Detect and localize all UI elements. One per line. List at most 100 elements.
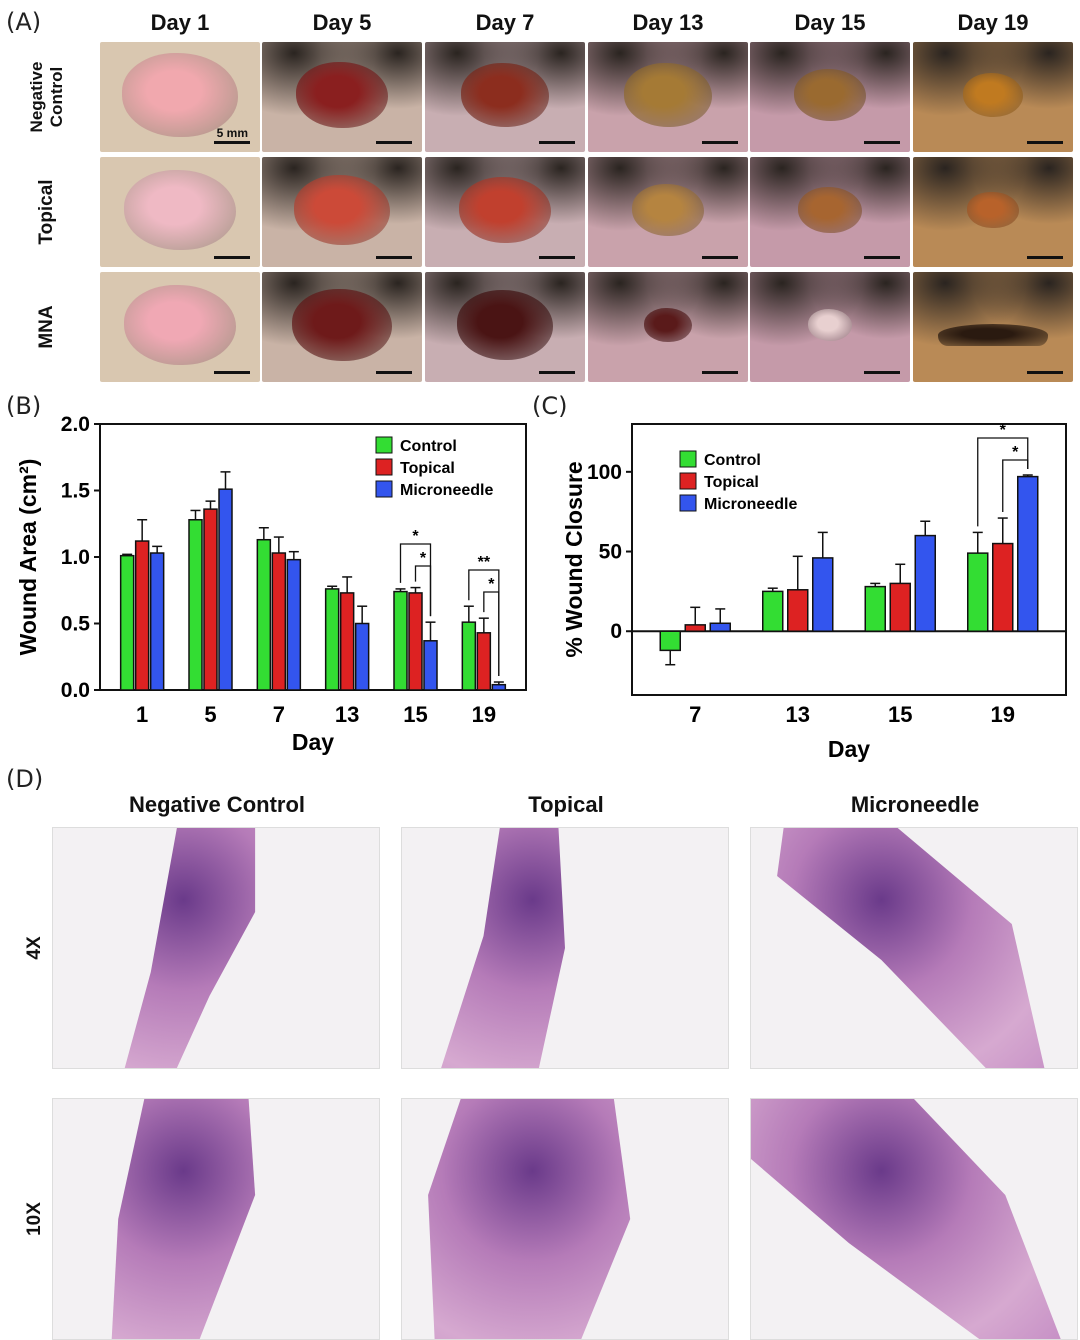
panel-label-d: (D): [6, 765, 44, 793]
x-tick-label: 1: [136, 702, 148, 727]
tissue-section: [124, 828, 256, 1068]
bar: [787, 589, 809, 632]
scale-bar: [702, 371, 738, 374]
day-header: Day 1: [150, 10, 210, 35]
scale-bar: [539, 371, 575, 374]
bar: [256, 538, 272, 691]
bar: [218, 488, 233, 691]
bar: [864, 585, 886, 632]
wound-area: [967, 191, 1019, 229]
histology-column-header: Negative Control: [128, 792, 306, 817]
wound-area: [295, 61, 389, 129]
histology-image: [52, 827, 380, 1069]
y-tick-label: 0: [610, 620, 622, 643]
bar: [339, 592, 355, 691]
day-header: Day 7: [475, 10, 535, 35]
wound-area: [458, 176, 552, 244]
bar: [812, 557, 834, 632]
wound-area: [794, 69, 866, 121]
scale-bar: [702, 256, 738, 259]
y-tick-label: 1.0: [61, 546, 90, 569]
legend-label: Microneedle: [704, 496, 797, 513]
y-tick-label: 50: [599, 541, 622, 564]
bar: [119, 554, 135, 691]
wound-photo: [913, 157, 1073, 267]
row-header: MNA: [36, 305, 57, 349]
wound-area: [807, 308, 853, 342]
tissue-section: [751, 1099, 1061, 1339]
wound-photo: [913, 272, 1073, 382]
significance-label: *: [1000, 422, 1007, 439]
plot-frame: [631, 423, 1067, 696]
day-header: Day 5: [312, 10, 372, 35]
significance-label: *: [1012, 444, 1019, 461]
wound-photo: 5 mm: [100, 42, 260, 152]
wound-area: [122, 53, 238, 137]
wound-photo: [100, 272, 260, 382]
legend-label: Topical: [704, 474, 759, 491]
wound-area: [461, 63, 549, 127]
legend-swatch: [375, 436, 393, 454]
tissue-section: [441, 828, 565, 1068]
legend-swatch: [679, 494, 697, 512]
scale-bar: [864, 256, 900, 259]
legend-label: Control: [400, 438, 457, 455]
bar: [393, 590, 408, 691]
x-axis-label: Day: [292, 729, 334, 755]
legend-label: Control: [704, 452, 761, 469]
day-header: Day 19: [957, 10, 1029, 35]
y-axis-label: % Wound Closure: [561, 461, 587, 657]
panel-label-b: (B): [6, 392, 42, 420]
wound-photo: [913, 42, 1073, 152]
wound-photo: [750, 272, 910, 382]
bar: [709, 622, 731, 632]
x-tick-label: 7: [689, 702, 701, 727]
wound-area: [644, 307, 692, 343]
panel-label-a: (A): [6, 8, 42, 36]
significance-label: *: [420, 550, 427, 567]
bar: [271, 552, 287, 691]
y-tick-label: 0.5: [61, 613, 91, 636]
bar: [684, 624, 706, 632]
scale-bar: [376, 256, 412, 259]
y-tick-label: 1.5: [61, 480, 91, 503]
legend-label: Microneedle: [400, 482, 493, 499]
bar: [408, 592, 423, 691]
bar: [659, 630, 681, 652]
legend-swatch: [375, 458, 393, 476]
tissue-section: [428, 1099, 631, 1339]
bar: [914, 534, 936, 632]
y-tick-label: 2.0: [61, 413, 90, 436]
significance-label: *: [488, 576, 495, 593]
scale-bar: [376, 371, 412, 374]
significance-bracket: [414, 565, 432, 617]
histology-image: [401, 827, 729, 1069]
bar: [762, 590, 784, 632]
wound-area: [624, 63, 712, 127]
wound-photo: [100, 157, 260, 267]
significance-bracket: [977, 437, 1029, 527]
scale-bar: [864, 371, 900, 374]
legend-swatch: [679, 450, 697, 468]
scale-bar: [376, 141, 412, 144]
bar: [324, 588, 340, 691]
significance-bracket: [483, 591, 500, 677]
x-tick-label: 15: [403, 702, 427, 727]
wound-photo: [588, 42, 748, 152]
wound-area: [798, 186, 862, 234]
bar: [134, 540, 150, 691]
wound-photo: [750, 157, 910, 267]
bar: [286, 558, 302, 691]
x-tick-label: 7: [273, 702, 285, 727]
wound-photo: [262, 42, 422, 152]
x-tick-label: 15: [888, 702, 912, 727]
scale-bar: [1027, 371, 1063, 374]
wound-photo: [425, 272, 585, 382]
scale-bar: [214, 371, 250, 374]
wound-area: [457, 290, 553, 360]
scale-bar: [1027, 141, 1063, 144]
y-tick-label: 100: [587, 461, 622, 484]
scale-bar-label: 5 mm: [216, 126, 248, 140]
scale-bar: [702, 141, 738, 144]
wound-photo: [750, 42, 910, 152]
